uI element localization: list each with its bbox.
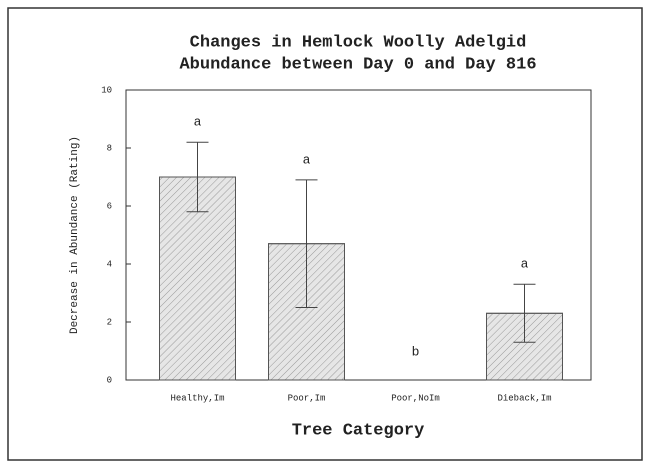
y-tick-label: 10 — [101, 85, 112, 95]
y-tick-label: 4 — [107, 259, 112, 269]
x-axis-label: Tree Category — [292, 421, 425, 440]
group-label: a — [303, 152, 311, 167]
group-label: a — [521, 257, 529, 272]
y-tick-label: 2 — [107, 317, 112, 327]
x-tick-label: Healthy,Im — [170, 393, 224, 403]
y-tick-label: 6 — [107, 201, 112, 211]
chart-title: Changes in Hemlock Woolly Adelgid — [190, 33, 527, 52]
y-tick-label: 8 — [107, 143, 112, 153]
x-tick-label: Dieback,Im — [497, 393, 551, 403]
y-tick-label: 0 — [107, 375, 112, 385]
plot-area — [125, 89, 592, 381]
x-tick-label: Poor,NoIm — [391, 393, 440, 403]
group-label: b — [412, 344, 420, 359]
y-axis-label: Decrease in Abundance (Rating) — [69, 136, 81, 334]
frame — [7, 7, 643, 461]
group-label: a — [194, 115, 202, 130]
x-tick-label: Poor,Im — [288, 393, 326, 403]
chart-title: Abundance between Day 0 and Day 816 — [179, 55, 536, 74]
